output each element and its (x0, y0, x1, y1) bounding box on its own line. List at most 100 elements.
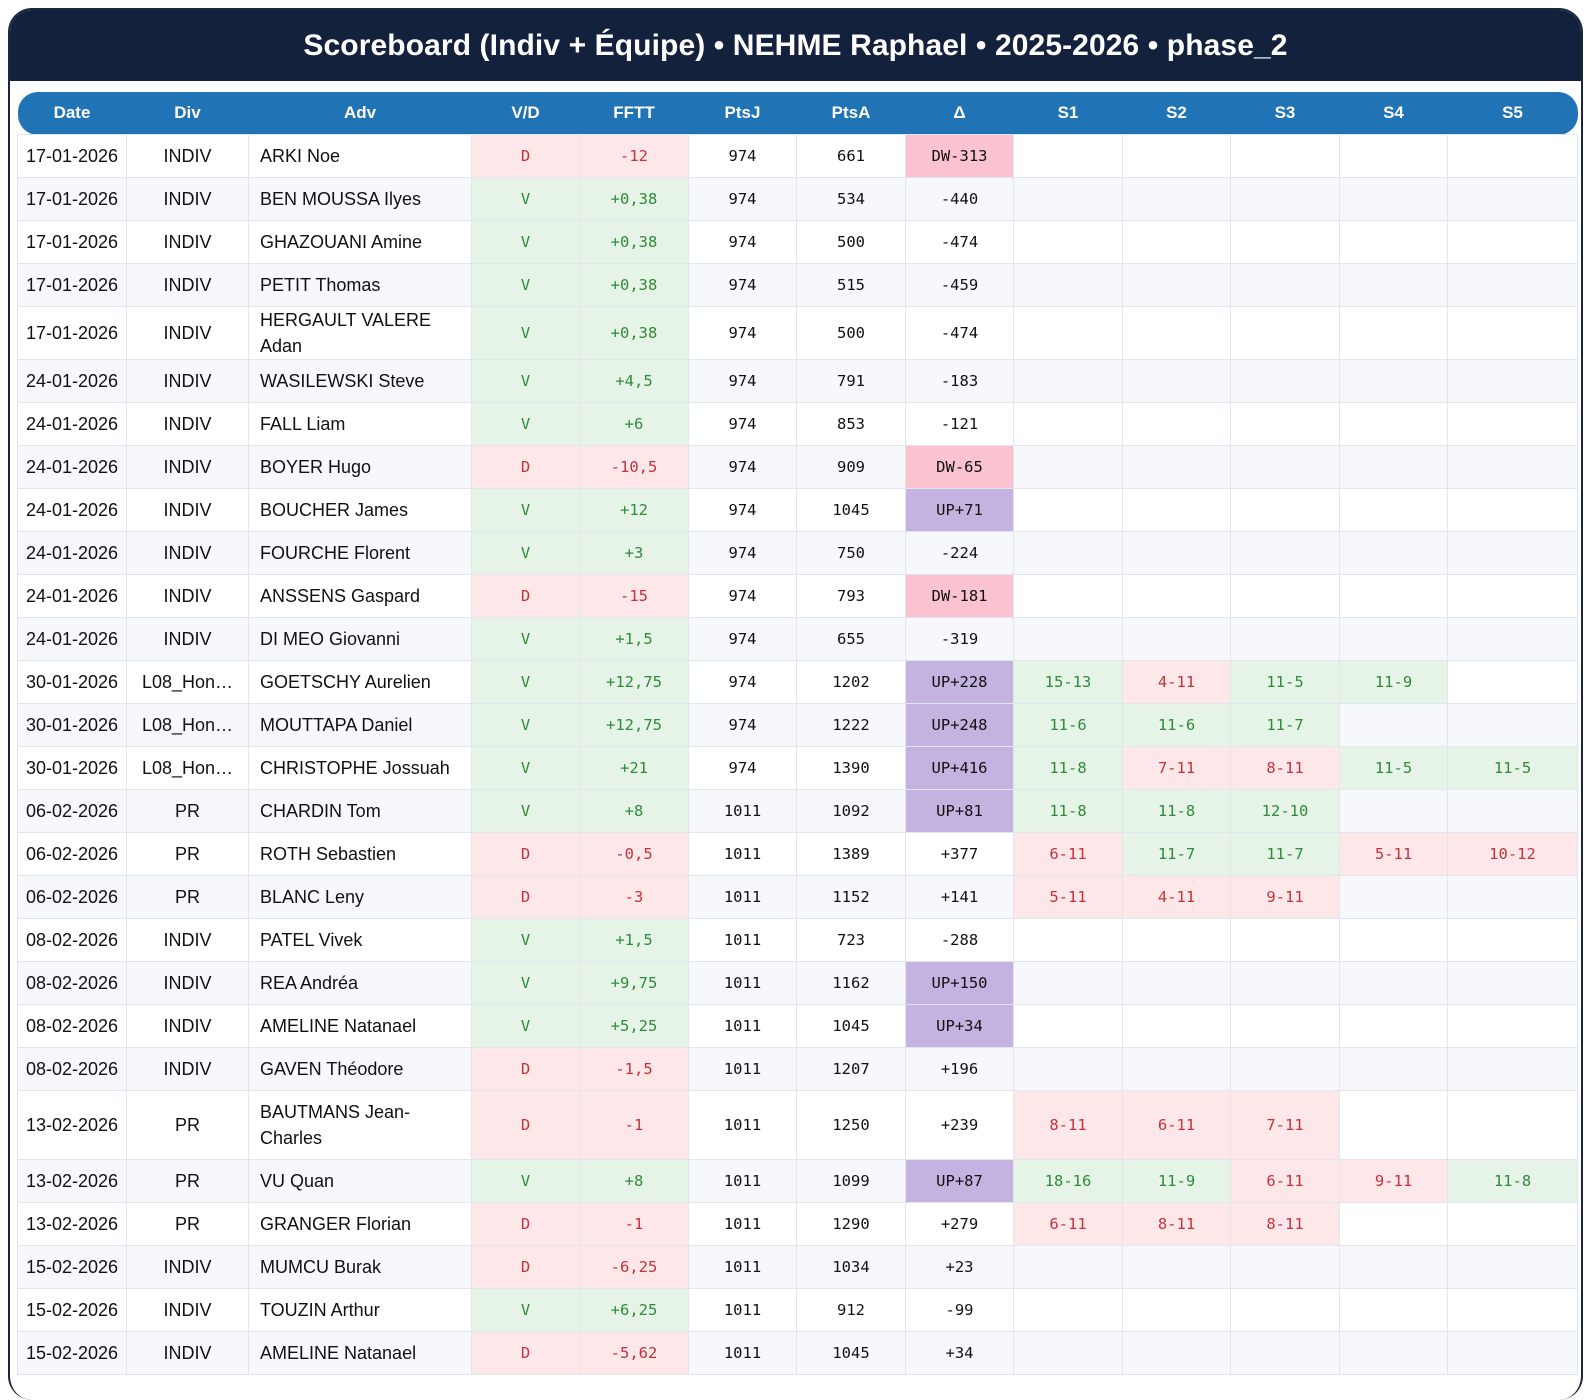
table-row[interactable]: 13-02-2026 PR VU Quan V +8 1011 1099 UP+87 18-16… (17, 1159, 1578, 1203)
table-row[interactable]: 08-02-2026 INDIV AMELINE Natanael V +5,25 101… (17, 1004, 1578, 1048)
table-row[interactable]: 08-02-2026 INDIV GAVEN Théodore D -1,5 1011 12… (17, 1047, 1578, 1091)
cell-set-2 (1122, 220, 1231, 264)
cell-ptsj: 1011 (688, 875, 797, 919)
table-row[interactable]: 24-01-2026 INDIV DI MEO Giovanni V +1,5 974 65… (17, 617, 1578, 661)
table-row[interactable]: 06-02-2026 PR ROTH Sebastien D -0,5 1011 1389 +… (17, 832, 1578, 876)
cell-result: D (471, 875, 580, 919)
col-header-ptsa[interactable]: PtsA (796, 92, 906, 135)
cell-result: V (471, 918, 580, 962)
table-row[interactable]: 24-01-2026 INDIV WASILEWSKI Steve V +4,5 974 7… (17, 359, 1578, 403)
col-header-delta[interactable]: Δ (905, 92, 1014, 135)
cell-set-4 (1339, 134, 1448, 178)
col-header-ptsj[interactable]: PtsJ (688, 92, 797, 135)
cell-delta: -459 (905, 263, 1014, 307)
cell-result: V (471, 220, 580, 264)
table-row[interactable]: 30-01-2026 L08_Hon… CHRISTOPHE Jossuah V +21… (17, 746, 1578, 790)
col-header-s1[interactable]: S1 (1013, 92, 1123, 135)
cell-adv: FALL Liam (248, 402, 472, 446)
cell-set-4 (1339, 918, 1448, 962)
cell-set-3 (1230, 1047, 1340, 1091)
table-row[interactable]: 06-02-2026 PR CHARDIN Tom V +8 1011 1092 UP+81 1… (17, 789, 1578, 833)
cell-delta: DW-181 (905, 574, 1014, 618)
cell-date: 13-02-2026 (17, 1090, 127, 1160)
table-row[interactable]: 24-01-2026 INDIV BOYER Hugo D -10,5 974 909 DW-… (17, 445, 1578, 489)
table-row[interactable]: 15-02-2026 INDIV AMELINE Natanael D -5,62 101… (17, 1331, 1578, 1375)
table-row[interactable]: 08-02-2026 INDIV PATEL Vivek V +1,5 1011 723 -2… (17, 918, 1578, 962)
cell-ptsj: 1011 (688, 961, 797, 1005)
cell-fftt: -3 (579, 875, 689, 919)
cell-div: INDIV (126, 1047, 249, 1091)
cell-result: V (471, 488, 580, 532)
cell-set-4 (1339, 1331, 1448, 1375)
table-row[interactable]: 24-01-2026 INDIV FOURCHE Florent V +3 974 750-… (17, 531, 1578, 575)
table-row[interactable]: 17-01-2026 INDIV HERGAULT VALERE Adan V +0,3… (17, 306, 1578, 360)
col-header-s2[interactable]: S2 (1122, 92, 1231, 135)
table-row[interactable]: 06-02-2026 PR BLANC Leny D -3 1011 1152 +141 5-1… (17, 875, 1578, 919)
cell-set-3 (1230, 574, 1340, 618)
cell-fftt: +3 (579, 531, 689, 575)
cell-adv: AMELINE Natanael (248, 1004, 472, 1048)
cell-set-5 (1447, 1331, 1578, 1375)
table-row[interactable]: 15-02-2026 INDIV MUMCU Burak D -6,25 1011 1034… (17, 1245, 1578, 1289)
cell-set-4 (1339, 177, 1448, 221)
col-header-fftt[interactable]: FFTT (579, 92, 689, 135)
cell-set-4 (1339, 445, 1448, 489)
table-row[interactable]: 30-01-2026 L08_Hon… MOUTTAPA Daniel V +12,75… (17, 703, 1578, 747)
col-header-vd[interactable]: V/D (471, 92, 580, 135)
table-row[interactable]: 17-01-2026 INDIV ARKI Noe D -12 974 661 DW-313 (17, 134, 1578, 178)
cell-set-2 (1122, 961, 1231, 1005)
cell-ptsj: 974 (688, 660, 797, 704)
col-header-s5[interactable]: S5 (1447, 92, 1578, 135)
cell-adv: GOETSCHY Aurelien (248, 660, 472, 704)
cell-delta: -440 (905, 177, 1014, 221)
table-row[interactable]: 08-02-2026 INDIV REA Andréa V +9,75 1011 1162 U… (17, 961, 1578, 1005)
table-row[interactable]: 17-01-2026 INDIV PETIT Thomas V +0,38 974 515-… (17, 263, 1578, 307)
cell-result: D (471, 445, 580, 489)
cell-date: 24-01-2026 (17, 574, 127, 618)
cell-set-5 (1447, 263, 1578, 307)
table-row[interactable]: 13-02-2026 PR BAUTMANS Jean-Charles D -1 1011… (17, 1090, 1578, 1160)
cell-adv: BOUCHER James (248, 488, 472, 532)
table-row[interactable]: 17-01-2026 INDIV GHAZOUANI Amine V +0,38 974 5… (17, 220, 1578, 264)
table-row[interactable]: 13-02-2026 PR GRANGER Florian D -1 1011 1290 +2… (17, 1202, 1578, 1246)
cell-ptsj: 974 (688, 617, 797, 661)
cell-result: V (471, 359, 580, 403)
table-row[interactable]: 17-01-2026 INDIV BEN MOUSSA Ilyes V +0,38 974… (17, 177, 1578, 221)
cell-adv: PATEL Vivek (248, 918, 472, 962)
cell-set-2 (1122, 1004, 1231, 1048)
table-row[interactable]: 24-01-2026 INDIV BOUCHER James V +12 974 1045 U… (17, 488, 1578, 532)
cell-result: D (471, 1090, 580, 1160)
cell-delta: +239 (905, 1090, 1014, 1160)
table-row[interactable]: 24-01-2026 INDIV ANSSENS Gaspard D -15 974 793… (17, 574, 1578, 618)
col-header-s4[interactable]: S4 (1339, 92, 1448, 135)
cell-fftt: +6 (579, 402, 689, 446)
cell-div: PR (126, 875, 249, 919)
table-row[interactable]: 15-02-2026 INDIV TOUZIN Arthur V +6,25 1011 91… (17, 1288, 1578, 1332)
col-header-s3[interactable]: S3 (1230, 92, 1340, 135)
cell-delta: -474 (905, 220, 1014, 264)
cell-delta: DW-313 (905, 134, 1014, 178)
col-header-adv[interactable]: Adv (248, 92, 472, 135)
cell-set-5 (1447, 531, 1578, 575)
cell-adv: ANSSENS Gaspard (248, 574, 472, 618)
cell-set-4 (1339, 1288, 1448, 1332)
cell-fftt: +5,25 (579, 1004, 689, 1048)
cell-set-3 (1230, 263, 1340, 307)
cell-date: 30-01-2026 (17, 703, 127, 747)
cell-fftt: -1 (579, 1202, 689, 1246)
cell-ptsa: 909 (796, 445, 906, 489)
cell-set-1 (1013, 402, 1123, 446)
col-header-date[interactable]: Date (17, 92, 127, 135)
cell-ptsj: 1011 (688, 1288, 797, 1332)
cell-result: D (471, 1047, 580, 1091)
cell-div: PR (126, 832, 249, 876)
cell-set-5 (1447, 875, 1578, 919)
table-row[interactable]: 24-01-2026 INDIV FALL Liam V +6 974 853 -121 (17, 402, 1578, 446)
cell-set-4 (1339, 359, 1448, 403)
cell-adv: WASILEWSKI Steve (248, 359, 472, 403)
cell-set-5: 10-12 (1447, 832, 1578, 876)
cell-delta: +34 (905, 1331, 1014, 1375)
cell-adv: BLANC Leny (248, 875, 472, 919)
table-row[interactable]: 30-01-2026 L08_Hon… GOETSCHY Aurelien V +12,… (17, 660, 1578, 704)
col-header-div[interactable]: Div (126, 92, 249, 135)
